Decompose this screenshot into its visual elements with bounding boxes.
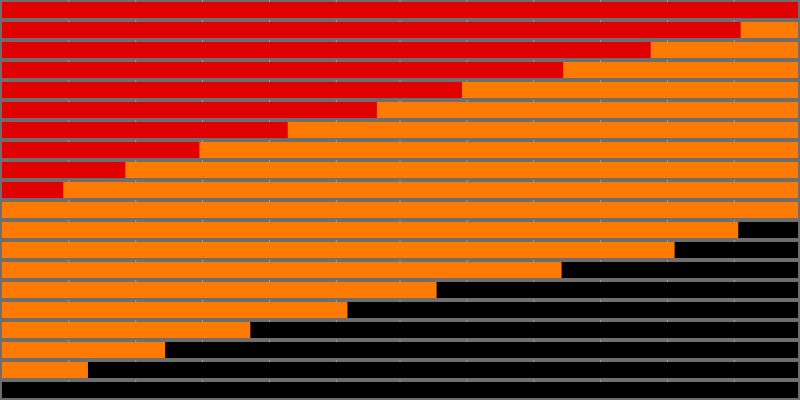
bar-row-15-segment-3 (436, 282, 798, 298)
bar-row-9-segment-1 (2, 162, 126, 178)
bar-row-20-segment-3 (2, 382, 798, 398)
bar-row-14-segment-3 (561, 262, 798, 278)
bar-row-17-segment-2 (2, 322, 251, 338)
bar-row-15-segment-2 (2, 282, 437, 298)
bar-row-6-segment-2 (376, 102, 798, 118)
bar-row-8-segment-2 (199, 142, 798, 158)
bar-row-13-segment-3 (674, 242, 798, 258)
bar-row-18-segment-2 (2, 342, 166, 358)
bar-row-4-segment-2 (563, 62, 798, 78)
bar-row-13-segment-2 (2, 242, 675, 258)
bar-row-4-segment-1 (2, 62, 564, 78)
bar-row-2-segment-1 (2, 22, 741, 38)
bar-row-12-segment-2 (2, 222, 739, 238)
bar-row-11-segment-2 (2, 202, 798, 218)
bar-row-2-segment-2 (740, 22, 798, 38)
bar-row-8-segment-1 (2, 142, 200, 158)
bar-row-5-segment-1 (2, 82, 463, 98)
bar-row-7-segment-2 (287, 122, 798, 138)
bar-row-5-segment-2 (462, 82, 798, 98)
bar-row-17-segment-3 (250, 322, 799, 338)
bar-row-6-segment-1 (2, 102, 377, 118)
bar-row-19-segment-3 (87, 362, 798, 378)
bar-row-1-segment-1 (2, 2, 798, 18)
bar-row-3-segment-1 (2, 42, 651, 58)
bar-row-12-segment-3 (738, 222, 798, 238)
bar-row-14-segment-2 (2, 262, 562, 278)
bar-row-10-segment-1 (2, 182, 64, 198)
bar-row-16-segment-3 (347, 302, 798, 318)
bar-row-18-segment-3 (165, 342, 798, 358)
bar-row-16-segment-2 (2, 302, 348, 318)
bar-row-19-segment-2 (2, 362, 88, 378)
bar-row-9-segment-2 (125, 162, 798, 178)
bar-row-10-segment-2 (63, 182, 799, 198)
bar-row-3-segment-2 (650, 42, 798, 58)
bar-row-7-segment-1 (2, 122, 288, 138)
